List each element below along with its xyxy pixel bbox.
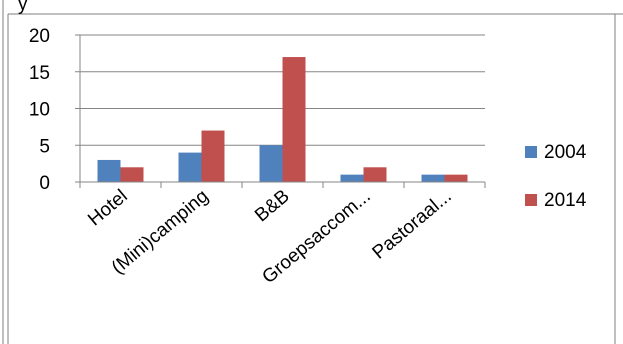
y-axis-ticks: 0 5 10 15 20 bbox=[29, 26, 80, 194]
bar-2004-0 bbox=[97, 159, 121, 182]
bar-2014-2 bbox=[282, 57, 306, 182]
axes bbox=[79, 35, 486, 188]
y-tick-label: 10 bbox=[29, 100, 50, 121]
x-axis-labels: Hotel(Mini)camping B&BGroepsaccom...Pasto… bbox=[84, 186, 455, 288]
bar-2004-4 bbox=[421, 174, 445, 182]
legend: 2004 2014 bbox=[525, 142, 587, 211]
legend-label-2014: 2014 bbox=[544, 190, 587, 211]
y-tick-label: 5 bbox=[39, 136, 50, 157]
legend-swatch-2014 bbox=[525, 194, 537, 206]
x-category-label: B&B bbox=[251, 186, 294, 227]
bar-2004-3 bbox=[340, 174, 364, 182]
bar-2014-4 bbox=[444, 174, 468, 182]
y-tick-label: 15 bbox=[29, 63, 50, 84]
bars-group bbox=[97, 57, 468, 182]
bar-2014-3 bbox=[363, 167, 387, 182]
legend-label-2004: 2004 bbox=[544, 142, 587, 163]
header-fragment-text: y bbox=[18, 0, 28, 15]
y-tick-label: 0 bbox=[39, 173, 50, 194]
bar-2004-1 bbox=[178, 152, 202, 182]
bar-2014-0 bbox=[120, 167, 144, 182]
x-category-label: Pastoraal... bbox=[369, 186, 456, 264]
bar-2014-1 bbox=[201, 130, 225, 182]
bar-2004-2 bbox=[259, 145, 283, 182]
legend-swatch-2004 bbox=[525, 146, 537, 158]
x-category-label: Hotel bbox=[84, 186, 131, 231]
y-tick-label: 20 bbox=[29, 26, 50, 47]
